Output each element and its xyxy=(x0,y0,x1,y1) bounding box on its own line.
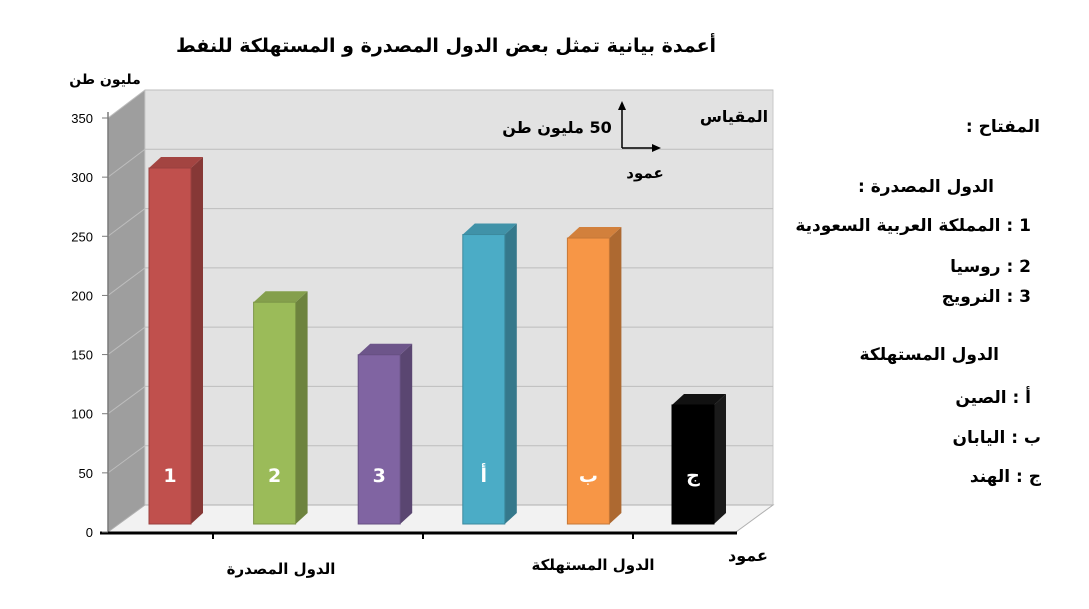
bar-front xyxy=(357,354,401,525)
bar-top xyxy=(149,157,203,168)
legend-consumer-item: ج : الهند xyxy=(969,467,1041,487)
bars: 1 2 3 أ ب ج xyxy=(148,157,726,525)
bar-top xyxy=(567,227,622,239)
left-wall xyxy=(108,90,145,532)
bar-front xyxy=(253,301,297,525)
y-tick-label: 300 xyxy=(71,170,93,185)
bar-top xyxy=(253,291,308,303)
y-tick-label: 200 xyxy=(71,288,93,303)
bar-label: 2 xyxy=(268,465,281,487)
bar-side xyxy=(504,223,517,525)
bar: 1 xyxy=(148,157,203,525)
legend-consumers-title: الدول المستهلكة xyxy=(859,345,999,365)
gridlines xyxy=(107,89,773,474)
y-tick-label: 250 xyxy=(71,229,93,244)
arrow-right-icon xyxy=(652,144,661,152)
bar-front xyxy=(148,167,192,525)
y-axis-title: مليون طن xyxy=(69,72,140,88)
legend-exporters-title: الدول المصدرة : xyxy=(858,177,994,197)
gridline-side xyxy=(107,445,146,474)
legend-consumer-item: ب : اليابان xyxy=(952,428,1041,448)
arrow-up-icon xyxy=(618,101,626,110)
bar-side xyxy=(295,291,308,524)
scale-title: المقياس xyxy=(700,107,768,126)
legend-exporter-item: 2 : روسيا xyxy=(950,257,1031,277)
plot-frame xyxy=(106,89,775,533)
x-axis-title: عمود xyxy=(728,546,768,565)
bar-label: 1 xyxy=(163,465,176,487)
bar-top xyxy=(358,343,413,355)
scale-axis-label: عمود xyxy=(626,164,663,182)
y-tick-label: 0 xyxy=(86,525,93,540)
bar-label: 3 xyxy=(373,465,386,487)
axes xyxy=(100,112,737,535)
scale-value: 50 مليون طن xyxy=(502,118,612,137)
legend-consumer-item: أ : الصين xyxy=(955,388,1031,408)
bar: أ xyxy=(462,223,517,525)
gridline-side xyxy=(107,326,146,355)
gridline-side xyxy=(107,386,146,415)
bar-top xyxy=(672,393,726,405)
back-wall xyxy=(144,89,774,506)
bar-label: ب xyxy=(579,465,598,487)
bar-front xyxy=(462,234,506,525)
legend-title: المفتاح : xyxy=(965,117,1040,137)
bar-side xyxy=(609,227,622,525)
gridline-side xyxy=(107,208,146,237)
y-tick-labels: 0 50 100 150 200 250 300 350 xyxy=(71,111,634,540)
y-tick-label: 50 xyxy=(79,466,93,481)
group-label-consumers: الدول المستهلكة xyxy=(531,556,654,574)
bar-side xyxy=(191,157,203,524)
bar-side xyxy=(400,343,413,524)
gridline-side xyxy=(107,89,146,119)
bar: ب xyxy=(566,227,622,525)
chart-title: أعمدة بيانية تمثل بعض الدول المصدرة و ال… xyxy=(176,33,716,57)
bar: 2 xyxy=(253,291,308,525)
bar-label: ج xyxy=(686,465,700,487)
group-label-exporters: الدول المصدرة xyxy=(227,560,336,578)
y-tick-label: 350 xyxy=(71,111,93,126)
bar-side xyxy=(714,393,726,524)
scale-indicator: المقياس 50 مليون طن عمود xyxy=(502,101,768,182)
bar-top xyxy=(462,223,517,235)
bar: 3 xyxy=(357,343,413,525)
bar-front xyxy=(566,237,610,525)
gridline-side xyxy=(107,267,146,296)
legend-exporter-item: 3 : النرويج xyxy=(941,287,1031,307)
bar-label: أ xyxy=(481,463,488,487)
y-tick-label: 150 xyxy=(71,348,93,363)
legend-exporter-item: 1 : المملكة العربية السعودية xyxy=(795,216,1031,236)
y-tick-label: 100 xyxy=(71,407,93,422)
gridline-side xyxy=(107,148,146,178)
bar: ج xyxy=(671,393,726,525)
bar-front xyxy=(671,404,715,525)
